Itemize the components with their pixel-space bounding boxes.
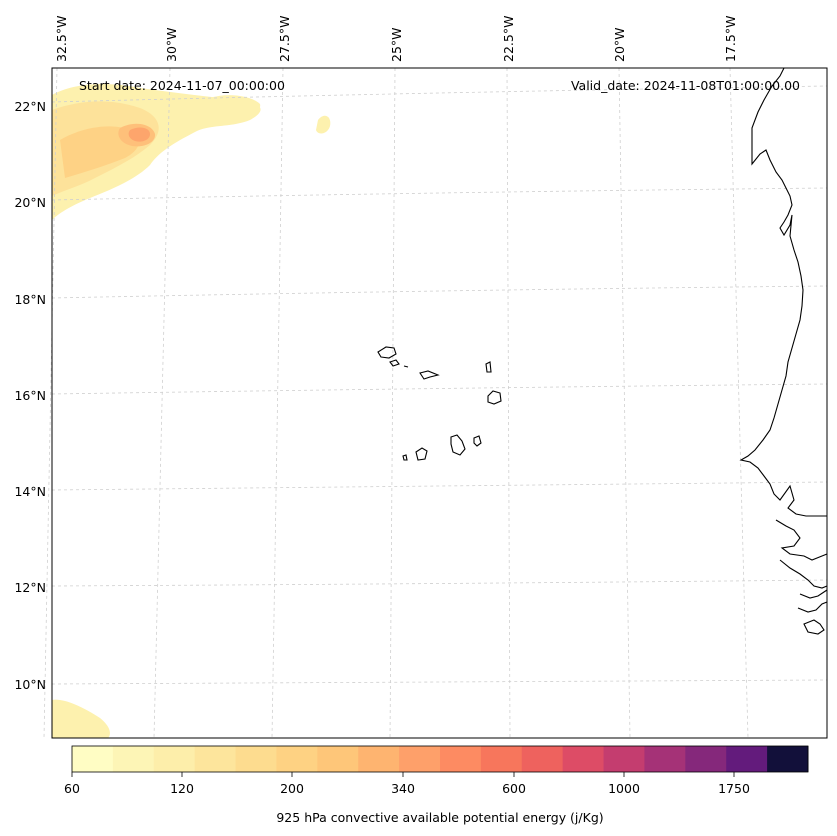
valid-date-text: Valid_date: 2024-11-08T01:00:00.00 <box>571 78 800 93</box>
colorbar-swatch <box>767 746 809 772</box>
cape-shading <box>52 84 331 738</box>
lon-label: 25°W <box>389 27 404 62</box>
colorbar-tick-label: 120 <box>170 781 194 796</box>
lat-label: 10°N <box>14 677 46 692</box>
colorbar-swatch <box>644 746 686 772</box>
african-coastline <box>739 67 828 635</box>
colorbar-tick-label: 60 <box>64 781 80 796</box>
lon-label: 30°W <box>164 27 179 62</box>
lon-label: 22.5°W <box>501 16 516 62</box>
latitude-labels: 22°N 20°N 18°N 16°N 14°N 12°N 10°N <box>14 99 46 692</box>
colorbar-swatch <box>358 746 400 772</box>
lon-label: 32.5°W <box>54 16 69 62</box>
colorbar-swatch <box>72 746 114 772</box>
colorbar-tick-label: 1750 <box>718 781 750 796</box>
colorbar-label: 925 hPa convective available potential e… <box>276 810 603 825</box>
lat-label: 16°N <box>14 388 46 403</box>
cape-verde-islands <box>377 346 502 461</box>
longitude-labels: 32.5°W 30°W 27.5°W 25°W 22.5°W 20°W 17.5… <box>54 16 738 62</box>
graticule <box>43 67 828 739</box>
colorbar-swatch <box>276 746 318 772</box>
lon-label: 17.5°W <box>723 16 738 62</box>
map-area <box>52 68 827 738</box>
lon-label: 20°W <box>612 27 627 62</box>
colorbar-swatch <box>317 746 359 772</box>
colorbar-swatch <box>603 746 645 772</box>
colorbar-swatch <box>153 746 196 772</box>
colorbar-swatch <box>399 746 441 772</box>
colorbar-swatch <box>112 746 155 772</box>
colorbar-swatch <box>685 746 727 772</box>
colorbar-swatch <box>440 746 482 772</box>
lat-label: 22°N <box>14 99 46 114</box>
colorbar-tick-label: 1000 <box>608 781 640 796</box>
map-frame <box>51 67 828 739</box>
lat-label: 20°N <box>14 195 46 210</box>
colorbar-swatch <box>521 746 564 772</box>
lat-label: 12°N <box>14 580 46 595</box>
colorbar-swatch <box>194 746 237 772</box>
lat-label: 18°N <box>14 292 46 307</box>
colorbar-tick-label: 340 <box>391 781 415 796</box>
colorbar-ticks: 60 120 200 340 600 1000 1750 <box>64 772 750 796</box>
colorbar-swatch <box>726 746 768 772</box>
colorbar-tick-label: 200 <box>280 781 304 796</box>
colorbar-swatch <box>235 746 277 772</box>
colorbar-frame <box>71 745 809 773</box>
colorbar <box>72 746 809 772</box>
colorbar-swatch <box>480 746 523 772</box>
lon-label: 27.5°W <box>277 16 292 62</box>
lat-label: 14°N <box>14 484 46 499</box>
colorbar-swatch <box>562 746 605 772</box>
start-date-text: Start date: 2024-11-07_00:00:00 <box>79 78 285 93</box>
colorbar-tick-label: 600 <box>502 781 526 796</box>
